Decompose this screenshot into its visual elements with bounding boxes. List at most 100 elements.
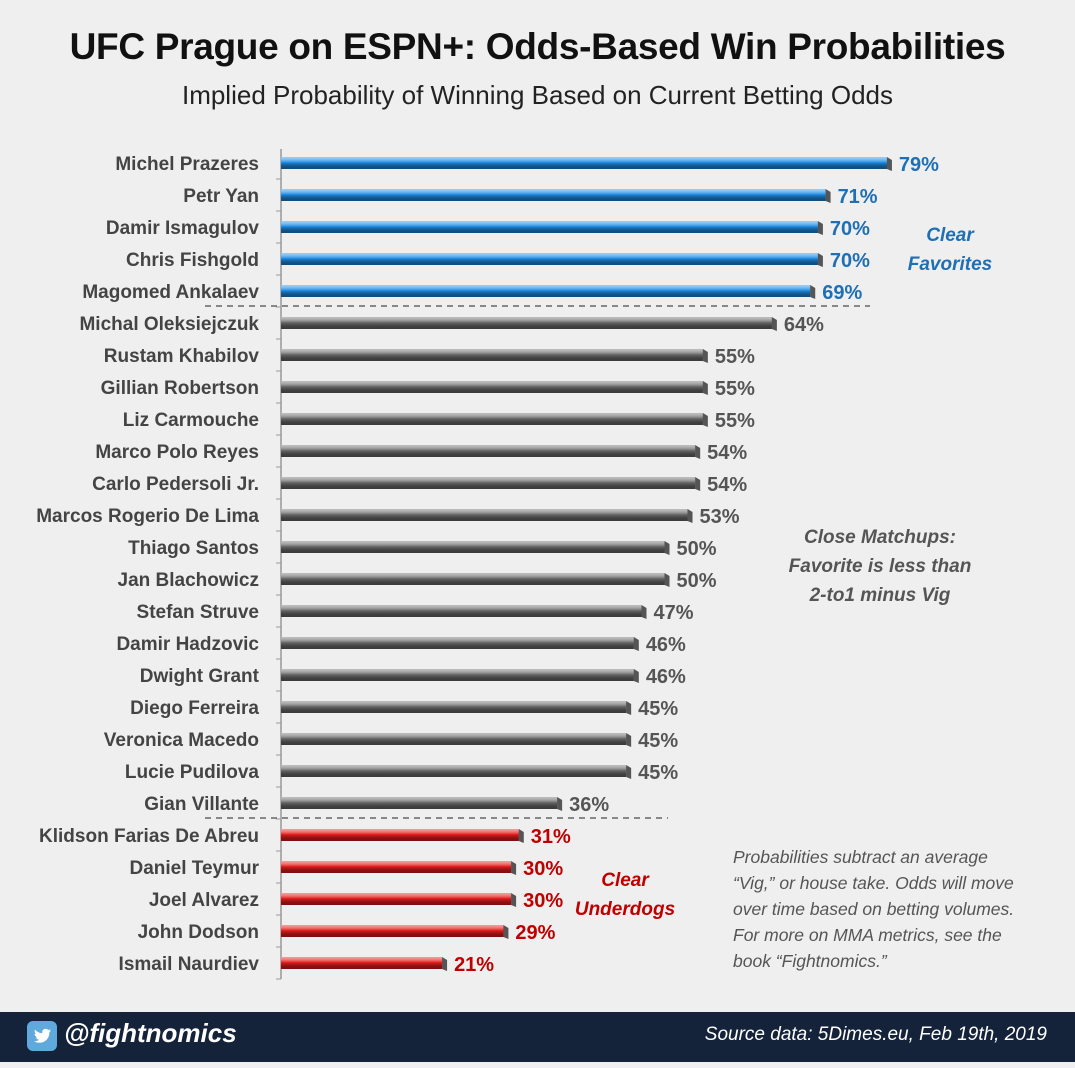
bar-edge: [702, 381, 708, 395]
value-label: 46%: [646, 634, 686, 656]
bar-shading: [281, 637, 634, 649]
bar-edge: [511, 893, 517, 907]
category-label: Diego Ferreira: [130, 698, 259, 719]
bar-shading: [281, 861, 512, 873]
note-line: book “Fightnomics.”: [733, 951, 887, 971]
category-label: Dwight Grant: [140, 666, 260, 687]
bar-edge: [810, 285, 816, 299]
note-line: Favorites: [907, 254, 993, 275]
note-line: Clear: [926, 225, 974, 246]
category-label: Petr Yan: [183, 186, 259, 207]
category-label: Liz Carmouche: [123, 410, 259, 431]
bar-shading: [281, 733, 627, 745]
value-label: 69%: [822, 282, 862, 304]
bar-shading: [281, 701, 627, 713]
bar-shading: [281, 669, 634, 681]
category-label: Marco Polo Reyes: [95, 442, 259, 463]
twitter-icon[interactable]: [27, 1021, 57, 1051]
note-line: Close Matchups:: [803, 527, 957, 548]
twitter-handle[interactable]: @fightnomics: [64, 1018, 237, 1048]
bar-edge: [817, 253, 823, 267]
bar-edge: [664, 573, 670, 587]
bar-edge: [557, 797, 563, 811]
bar-shading: [281, 445, 696, 457]
value-label: 31%: [531, 826, 571, 848]
category-label: John Dodson: [138, 922, 259, 943]
bar-shading: [281, 381, 703, 393]
note-line: Underdogs: [574, 899, 676, 920]
bar-edge: [825, 189, 831, 203]
category-label: Magomed Ankalaev: [82, 282, 259, 303]
value-label: 70%: [830, 218, 870, 240]
category-label: Gillian Robertson: [101, 378, 259, 399]
category-label: Klidson Farias De Abreu: [39, 826, 259, 847]
category-label: Gian Villante: [144, 794, 259, 815]
note-line: over time based on betting volumes.: [733, 899, 1015, 919]
value-label: 47%: [653, 602, 693, 624]
category-label: Jan Blachowicz: [118, 570, 260, 591]
value-label: 70%: [830, 250, 870, 272]
note-line: “Vig,” or house take. Odds will move: [733, 873, 1014, 893]
bar-shading: [281, 605, 642, 617]
category-label: Ismail Naurdiev: [119, 954, 260, 975]
bar-edge: [626, 701, 632, 715]
bar-edge: [664, 541, 670, 555]
category-label: Stefan Struve: [137, 602, 259, 623]
category-label: Lucie Pudilova: [125, 762, 260, 783]
value-label: 46%: [646, 666, 686, 688]
footer-bar: @fightnomics Source data: 5Dimes.eu, Feb…: [0, 1012, 1075, 1062]
value-label: 55%: [715, 410, 755, 432]
value-label: 54%: [707, 474, 747, 496]
note-line: Favorite is less than: [788, 556, 972, 577]
value-label: 79%: [899, 154, 939, 176]
category-label: Michel Prazeres: [115, 154, 259, 175]
value-label: 21%: [454, 954, 494, 976]
value-label: 36%: [569, 794, 609, 816]
value-label: 45%: [638, 698, 678, 720]
bar-shading: [281, 349, 703, 361]
bar-shading: [281, 509, 688, 521]
value-label: 55%: [715, 346, 755, 368]
bar-edge: [641, 605, 647, 619]
bar-edge: [626, 765, 632, 779]
category-label: Daniel Teymur: [129, 858, 259, 879]
category-label: Carlo Pedersoli Jr.: [92, 474, 259, 495]
value-label: 55%: [715, 378, 755, 400]
value-label: 45%: [638, 762, 678, 784]
chart-subtitle: Implied Probability of Winning Based on …: [181, 80, 894, 110]
note-line: Probabilities subtract an average: [733, 847, 988, 867]
bar-edge: [695, 445, 701, 459]
bar-edge: [702, 349, 708, 363]
bar-shading: [281, 317, 772, 329]
vig-note: Probabilities subtract an average “Vig,”…: [733, 844, 1073, 974]
clear-favorites-note: Clear Favorites: [890, 221, 1010, 279]
bar-edge: [702, 413, 708, 427]
bar-shading: [281, 957, 443, 969]
category-label: Marcos Rogerio De Lima: [36, 506, 259, 527]
bar-edge: [886, 157, 892, 171]
bar-shading: [281, 797, 558, 809]
value-label: 29%: [515, 922, 555, 944]
bar-edge: [817, 221, 823, 235]
note-line: 2-to1 minus Vig: [809, 585, 951, 606]
value-label: 50%: [677, 538, 717, 560]
bar-shading: [281, 285, 811, 297]
bar-shading: [281, 893, 512, 905]
category-label: Chris Fishgold: [126, 250, 259, 271]
bar-edge: [771, 317, 777, 331]
category-label: Damir Hadzovic: [116, 634, 259, 655]
bar-edge: [633, 669, 639, 683]
value-label: 30%: [523, 858, 563, 880]
bar-shading: [281, 157, 887, 169]
bar-shading: [281, 829, 519, 841]
bar-edge: [626, 733, 632, 747]
bar-shading: [281, 541, 665, 553]
bar-shading: [281, 253, 818, 265]
bar-shading: [281, 221, 818, 233]
bar-chart: Michel Prazeres 79% Petr Yan 71% Damir Ismag…: [36, 149, 939, 980]
bar-edge: [518, 829, 524, 843]
category-label: Damir Ismagulov: [106, 218, 260, 239]
value-label: 30%: [523, 890, 563, 912]
bar-edge: [442, 957, 448, 971]
bar-edge: [695, 477, 701, 491]
